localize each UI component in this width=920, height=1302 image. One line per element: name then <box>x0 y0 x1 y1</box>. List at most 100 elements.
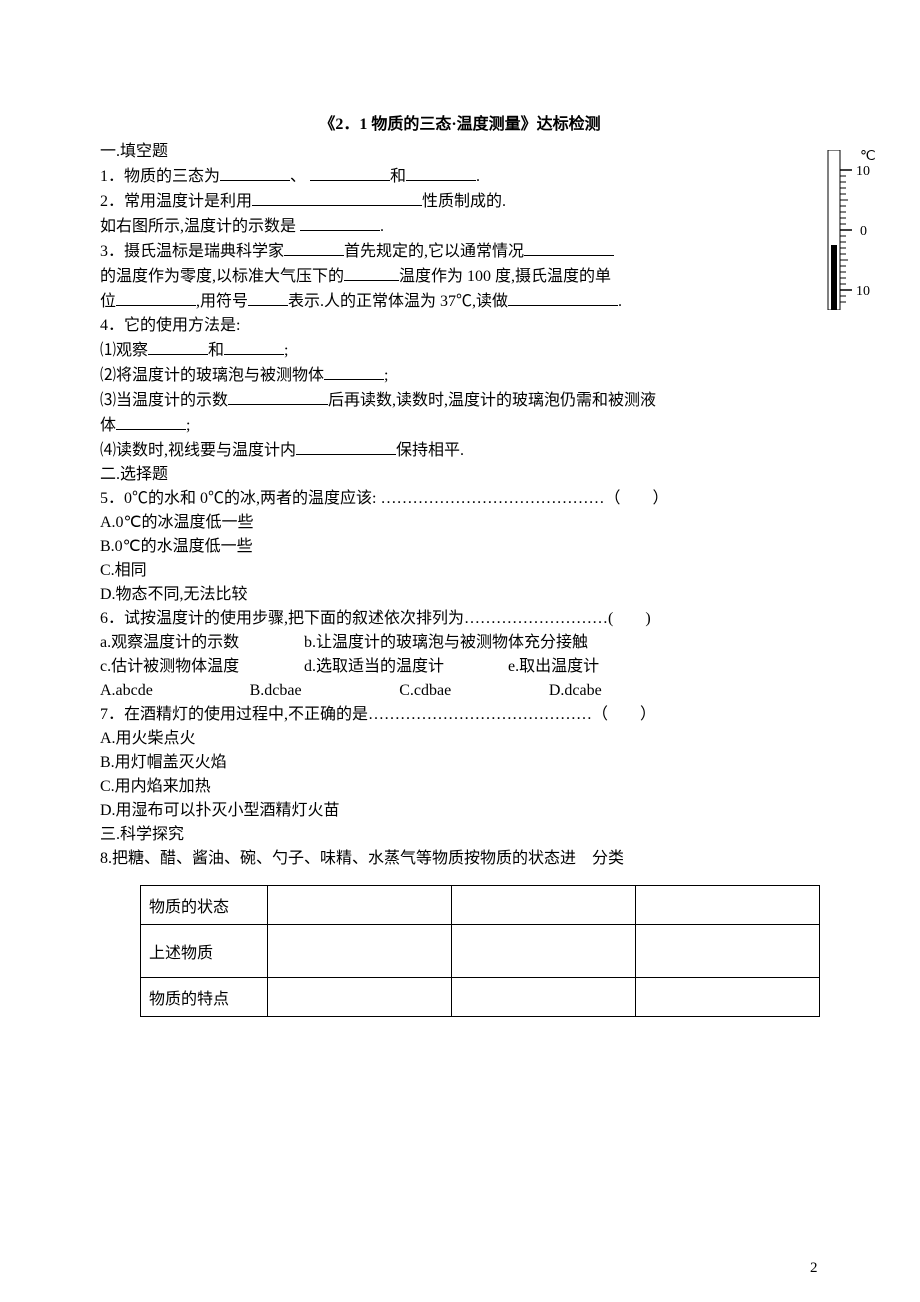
table-cell[interactable] <box>268 925 452 978</box>
q4-i1: ⑴观察 和; <box>100 338 820 363</box>
q4-i4: ⑷读数时,视线要与温度计内 保持相平. <box>100 438 820 463</box>
blank[interactable] <box>296 438 396 455</box>
blank[interactable] <box>508 289 618 306</box>
q6-r1b: b.让温度计的玻璃泡与被测物体充分接触 <box>304 631 588 655</box>
q5-stem: 5．0℃的水和 0℃的冰,两者的温度应该: ……………………………………（ ） <box>100 487 820 511</box>
q6-oD: D.dcabe <box>549 679 602 703</box>
blank[interactable] <box>252 189 422 206</box>
q4-i2: ⑵将温度计的玻璃泡与被测物体; <box>100 363 820 388</box>
document-title: 《2．1 物质的三态·温度测量》达标检测 <box>100 110 820 134</box>
q4-i4b: 保持相平. <box>396 442 464 459</box>
svg-text:10: 10 <box>856 284 870 299</box>
q6-oB: B.dcbae <box>250 679 390 703</box>
q6-row2: c.估计被测物体温度 d.选取适当的温度计 e.取出温度计 <box>100 655 820 679</box>
table-cell-r3c1: 物质的特点 <box>141 978 268 1017</box>
q2-l2a: 如右图所示,温度计的示数是 <box>100 218 296 235</box>
svg-text:10: 10 <box>856 164 870 179</box>
q4-i2a: ⑵将温度计的玻璃泡与被测物体 <box>100 367 324 384</box>
q4-i1c: ; <box>284 342 288 359</box>
q7-stem: 7．在酒精灯的使用过程中,不正确的是……………………………………（ ） <box>100 703 820 727</box>
q7-c: C.用内焰来加热 <box>100 775 820 799</box>
q5-c: C.相同 <box>100 559 820 583</box>
q6-oC: C.cdbae <box>399 679 539 703</box>
svg-text:0: 0 <box>860 224 867 239</box>
table-row: 物质的特点 <box>141 978 820 1017</box>
table-row: 上述物质 <box>141 925 820 978</box>
blank[interactable] <box>248 289 288 306</box>
table-cell[interactable] <box>268 978 452 1017</box>
q3-line3: 位,用符号表示.人的正常体温为 37℃,读做. <box>100 289 820 314</box>
q6-r2b: d.选取适当的温度计 <box>304 655 504 679</box>
q8-stem: 8.把糖、醋、酱油、碗、勺子、味精、水蒸气等物质按物质的状态进 分类 <box>100 847 820 871</box>
q2-line2: 如右图所示,温度计的示数是 . <box>100 214 820 239</box>
q1-sep1: 、 <box>290 168 306 185</box>
q4-i1b: 和 <box>208 342 224 359</box>
blank[interactable] <box>116 289 196 306</box>
q5-d: D.物态不同,无法比较 <box>100 583 820 607</box>
table-cell[interactable] <box>636 886 820 925</box>
table-cell[interactable] <box>636 925 820 978</box>
q3-l3b: ,用符号 <box>196 293 248 310</box>
blank[interactable] <box>324 363 384 380</box>
q4-i2b: ; <box>384 367 388 384</box>
table-cell-r2c1: 上述物质 <box>141 925 268 978</box>
q4-i3-cont: 体; <box>100 413 820 438</box>
q1-text: 1．物质的三态为 <box>100 168 220 185</box>
q3-l1b: 首先规定的,它以通常情况 <box>344 243 524 260</box>
blank[interactable] <box>406 164 476 181</box>
q1-sep2: 和 <box>390 168 406 185</box>
q7-b: B.用灯帽盖灭火焰 <box>100 751 820 775</box>
q5-a: A.0℃的冰温度低一些 <box>100 511 820 535</box>
blank[interactable] <box>524 239 614 256</box>
q6-r2c: e.取出温度计 <box>508 655 599 679</box>
blank[interactable] <box>228 388 328 405</box>
blank[interactable] <box>220 164 290 181</box>
section-choice-heading: 二.选择题 <box>100 463 820 487</box>
blank[interactable] <box>300 214 380 231</box>
q4-i3d: ; <box>186 417 190 434</box>
q4-head: 4．它的使用方法是: <box>100 314 820 338</box>
q2-l2b: . <box>380 218 384 235</box>
blank[interactable] <box>344 264 399 281</box>
q1: 1．物质的三态为 、 和. <box>100 164 820 189</box>
svg-text:℃: ℃ <box>860 150 876 164</box>
section-explore-heading: 三.科学探究 <box>100 823 820 847</box>
blank[interactable] <box>284 239 344 256</box>
table-cell[interactable] <box>268 886 452 925</box>
blank[interactable] <box>310 164 390 181</box>
q3-l2b: 温度作为 100 度,摄氏温度的单 <box>399 268 611 285</box>
q6-stem: 6．试按温度计的使用步骤,把下面的叙述依次排列为………………………( ) <box>100 607 820 631</box>
blank[interactable] <box>116 413 186 430</box>
q4-i3b: 后再读数,读数时,温度计的玻璃泡仍需和被测液 <box>328 392 656 409</box>
section-fill-heading: 一.填空题 <box>100 140 820 164</box>
classification-table: 物质的状态 上述物质 物质的特点 <box>140 885 820 1017</box>
q4-i1a: ⑴观察 <box>100 342 148 359</box>
page-number: 2 <box>810 1260 818 1277</box>
q3-l1a: 3．摄氏温标是瑞典科学家 <box>100 243 284 260</box>
q3-line1: 3．摄氏温标是瑞典科学家 首先规定的,它以通常情况 <box>100 239 820 264</box>
q7-d: D.用湿布可以扑灭小型酒精灯火苗 <box>100 799 820 823</box>
q2-l1a: 2．常用温度计是利用 <box>100 193 252 210</box>
q6-options: A.abcde B.dcbae C.cdbae D.dcabe <box>100 679 820 703</box>
q3-l3d: . <box>618 293 622 310</box>
table-cell[interactable] <box>452 886 636 925</box>
blank[interactable] <box>224 338 284 355</box>
table-cell[interactable] <box>452 978 636 1017</box>
table-cell-r1c1: 物质的状态 <box>141 886 268 925</box>
q3-line2: 的温度作为零度,以标准大气压下的 温度作为 100 度,摄氏温度的单 <box>100 264 820 289</box>
thermometer-figure: ℃ 10 0 10 <box>820 150 880 310</box>
q3-l3c: 表示.人的正常体温为 37℃,读做 <box>288 293 508 310</box>
table-cell[interactable] <box>452 925 636 978</box>
q6-oA: A.abcde <box>100 679 240 703</box>
blank[interactable] <box>148 338 208 355</box>
q4-i3: ⑶当温度计的示数 后再读数,读数时,温度计的玻璃泡仍需和被测液 <box>100 388 820 413</box>
q6-r2a: c.估计被测物体温度 <box>100 655 300 679</box>
table-cell[interactable] <box>636 978 820 1017</box>
q4-i3a: ⑶当温度计的示数 <box>100 392 228 409</box>
q1-suffix: . <box>476 168 480 185</box>
q7-a: A.用火柴点火 <box>100 727 820 751</box>
q2-l1b: 性质制成的. <box>422 193 506 210</box>
q5-b: B.0℃的水温度低一些 <box>100 535 820 559</box>
q3-l2a: 的温度作为零度,以标准大气压下的 <box>100 268 344 285</box>
q4-i4a: ⑷读数时,视线要与温度计内 <box>100 442 296 459</box>
